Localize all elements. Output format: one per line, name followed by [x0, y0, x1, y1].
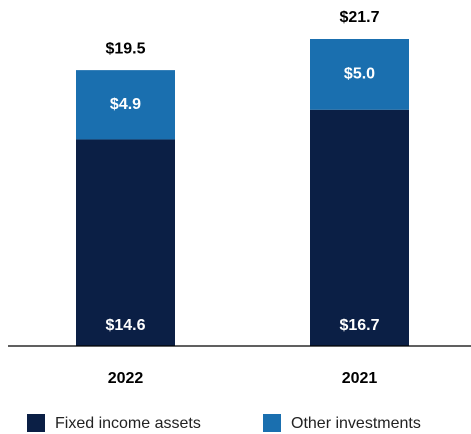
- x-tick-label: 2022: [108, 370, 144, 387]
- value-label: $4.9: [110, 96, 141, 113]
- legend-label: Other investments: [291, 415, 421, 432]
- total-label: $21.7: [339, 9, 379, 26]
- legend-swatch: [27, 414, 45, 432]
- value-label: $5.0: [344, 66, 375, 83]
- bar-segment: [76, 70, 175, 140]
- total-label: $19.5: [105, 40, 145, 57]
- bar-segment: [76, 139, 175, 346]
- bar-segment: [310, 39, 409, 110]
- x-tick-label: 2021: [342, 370, 378, 387]
- bar-segment: [310, 109, 409, 346]
- value-label: $14.6: [105, 317, 145, 334]
- legend-label: Fixed income assets: [55, 415, 201, 432]
- value-label: $16.7: [339, 317, 379, 334]
- legend-swatch: [263, 414, 281, 432]
